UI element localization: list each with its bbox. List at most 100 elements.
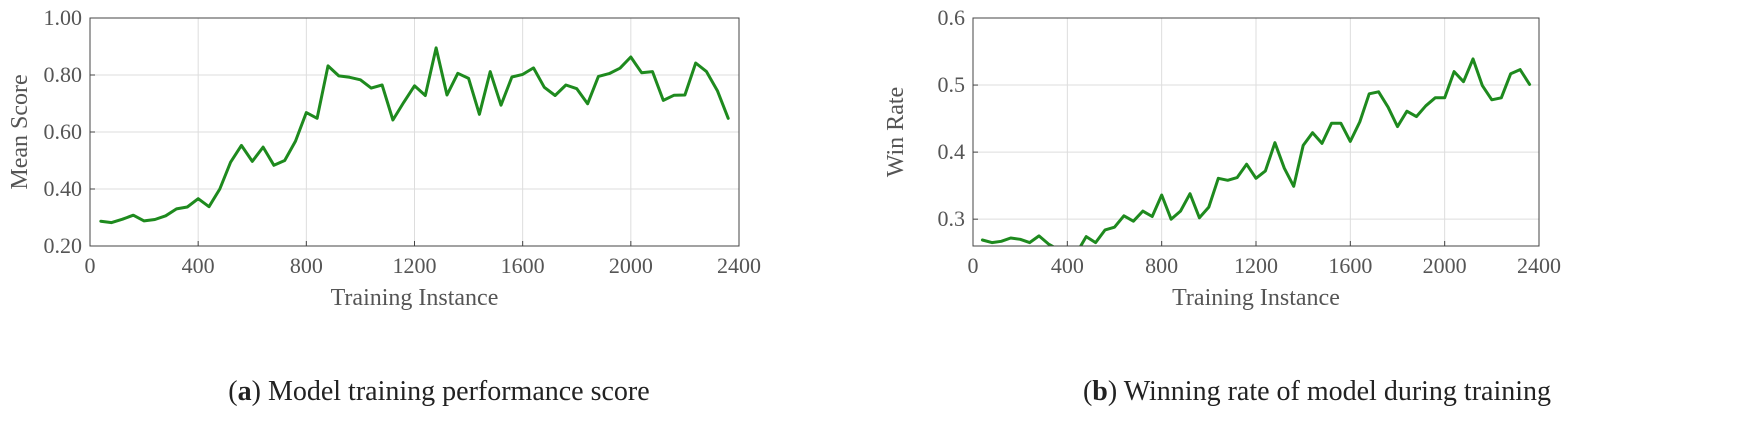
data-point bbox=[598, 76, 599, 77]
data-point bbox=[1133, 221, 1134, 222]
data-point bbox=[1105, 229, 1106, 230]
data-point bbox=[295, 141, 296, 142]
x-tick-label: 400 bbox=[1051, 253, 1084, 278]
y-tick-label: 0.20 bbox=[44, 233, 83, 258]
data-point bbox=[414, 85, 415, 86]
data-point bbox=[1406, 111, 1407, 112]
data-point bbox=[1303, 145, 1304, 146]
data-point bbox=[1001, 241, 1002, 242]
data-point bbox=[446, 94, 447, 95]
data-point bbox=[1218, 178, 1219, 179]
x-tick-label: 2000 bbox=[609, 253, 653, 278]
data-series-line bbox=[980, 57, 1532, 246]
data-point bbox=[1095, 242, 1096, 243]
data-series-line bbox=[99, 46, 730, 225]
data-point bbox=[587, 103, 588, 104]
data-point bbox=[982, 239, 983, 240]
caption-b: (b) Winning rate of model during trainin… bbox=[1082, 376, 1552, 407]
x-tick-label: 1200 bbox=[1234, 253, 1278, 278]
data-point bbox=[1454, 71, 1455, 72]
y-tick-label: 0.3 bbox=[938, 206, 966, 231]
data-point bbox=[154, 219, 155, 220]
data-point bbox=[1142, 211, 1143, 212]
data-point bbox=[1491, 99, 1492, 100]
panel-b: 0 400 800 1200 1600 2000 2400 0.3 0.4 0.5 0.6 Train… bbox=[878, 0, 1756, 421]
data-point bbox=[1397, 126, 1398, 127]
data-point bbox=[1388, 107, 1389, 108]
data-point bbox=[674, 95, 675, 96]
data-point bbox=[1350, 141, 1351, 142]
data-point bbox=[1425, 105, 1426, 106]
x-tick-label: 1600 bbox=[1328, 253, 1372, 278]
data-point bbox=[1359, 121, 1360, 122]
data-point bbox=[187, 206, 188, 207]
x-tick-label: 2400 bbox=[717, 253, 761, 278]
data-point bbox=[1246, 164, 1247, 165]
data-point bbox=[306, 112, 307, 113]
x-axis-title: Training Instance bbox=[331, 285, 499, 311]
data-point bbox=[284, 160, 285, 161]
data-point bbox=[1520, 69, 1521, 70]
data-point bbox=[1189, 193, 1190, 194]
data-point bbox=[349, 77, 350, 78]
caption-a-text: Model training performance score bbox=[260, 376, 650, 407]
x-tick-label: 2000 bbox=[1423, 253, 1467, 278]
data-point bbox=[1199, 217, 1200, 218]
data-point bbox=[144, 220, 145, 221]
data-point bbox=[198, 198, 199, 199]
data-point bbox=[630, 57, 631, 58]
data-point bbox=[544, 87, 545, 88]
data-point bbox=[684, 94, 685, 95]
y-tick-label: 0.5 bbox=[938, 72, 966, 97]
data-point bbox=[1265, 170, 1266, 171]
data-point bbox=[479, 114, 480, 115]
data-point bbox=[219, 189, 220, 190]
x-tick-label: 800 bbox=[290, 253, 323, 278]
data-point bbox=[1369, 93, 1370, 94]
y-tick-label: 0.40 bbox=[44, 176, 83, 201]
x-tick-label: 0 bbox=[968, 253, 979, 278]
data-point bbox=[1284, 168, 1285, 169]
data-point bbox=[533, 67, 534, 68]
data-point bbox=[576, 88, 577, 89]
x-tick-label: 400 bbox=[182, 253, 215, 278]
data-point bbox=[717, 90, 718, 91]
data-point bbox=[403, 102, 404, 103]
data-point bbox=[663, 100, 664, 101]
data-point bbox=[511, 76, 512, 77]
caption-a-letter: a bbox=[237, 376, 252, 407]
data-point bbox=[111, 222, 112, 223]
x-axis-title: Training Instance bbox=[1172, 285, 1340, 311]
y-tick-label: 1.00 bbox=[44, 5, 83, 30]
data-point bbox=[1161, 195, 1162, 196]
data-point bbox=[1029, 242, 1030, 243]
data-point bbox=[1171, 219, 1172, 220]
data-point bbox=[165, 215, 166, 216]
data-point bbox=[1331, 123, 1332, 124]
data-point bbox=[317, 118, 318, 119]
data-point bbox=[176, 208, 177, 209]
data-point bbox=[392, 120, 393, 121]
data-point bbox=[565, 84, 566, 85]
data-point bbox=[555, 95, 556, 96]
data-point bbox=[230, 162, 231, 163]
data-point bbox=[263, 147, 264, 148]
data-point bbox=[1378, 91, 1379, 92]
data-point bbox=[1340, 123, 1341, 124]
y-tick-label: 0.60 bbox=[44, 119, 83, 144]
data-point bbox=[1312, 132, 1313, 133]
data-point bbox=[468, 78, 469, 79]
data-point bbox=[241, 145, 242, 146]
y-tick-label: 0.4 bbox=[938, 139, 966, 164]
data-point bbox=[1048, 243, 1049, 244]
data-point bbox=[1293, 186, 1294, 187]
data-point bbox=[1435, 97, 1436, 98]
data-point bbox=[457, 73, 458, 74]
x-tick-label: 1200 bbox=[393, 253, 437, 278]
data-point bbox=[1510, 73, 1511, 74]
data-point bbox=[1039, 235, 1040, 236]
data-point bbox=[360, 79, 361, 80]
data-point bbox=[1444, 97, 1445, 98]
x-tick-label: 800 bbox=[1145, 253, 1178, 278]
data-point bbox=[1322, 143, 1323, 144]
